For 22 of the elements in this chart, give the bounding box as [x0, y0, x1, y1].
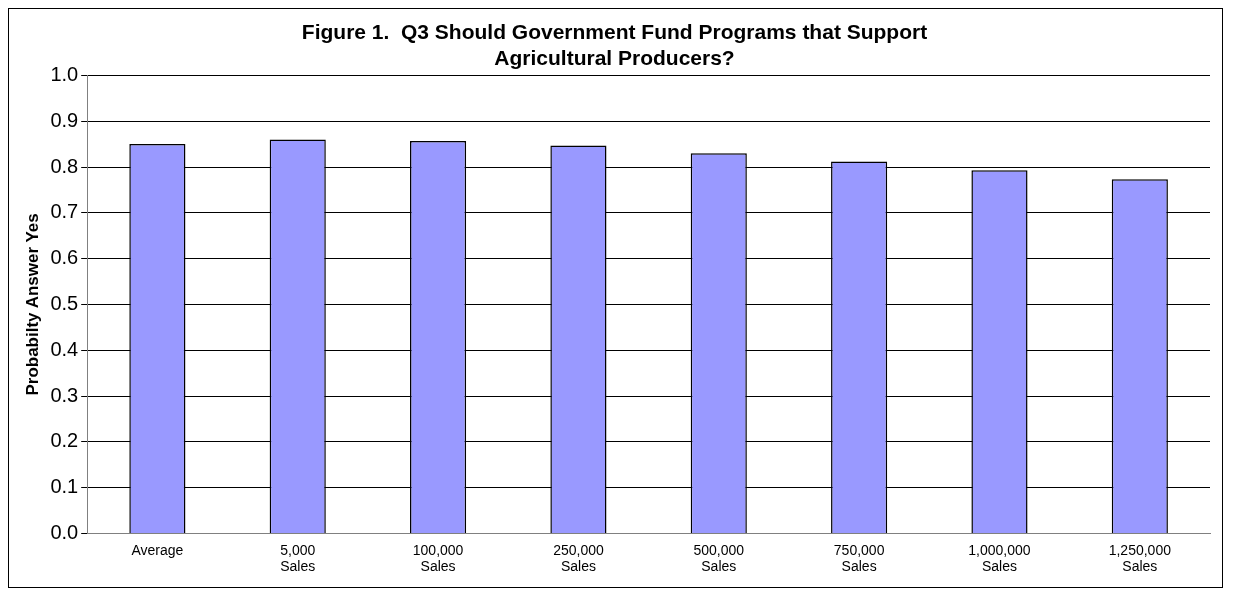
- x-tick-label: 100,000 Sales: [412, 541, 464, 575]
- y-tick-label: 0.0: [50, 520, 79, 543]
- text: Agricultural Producers?: [494, 45, 735, 69]
- x-tick-label: Average: [131, 541, 184, 558]
- x-tick-label: 1,000,000 Sales: [968, 541, 1031, 575]
- y-tick-label: 0.3: [50, 383, 79, 406]
- x-tick-label: 500,000 Sales: [693, 541, 745, 575]
- text: Figure 1. Q3 Should Government Fund Programs that Support: [301, 20, 928, 44]
- x-tick-label: 750,000 Sales: [833, 541, 885, 575]
- y-tick-label: 1.0: [50, 62, 79, 85]
- y-tick-label: 0.7: [50, 200, 79, 223]
- y-axis-title: Probabilty Answer Yes: [22, 213, 42, 396]
- y-tick-label: 0.4: [50, 337, 79, 360]
- y-tick-label: 0.2: [50, 429, 79, 452]
- x-tick-label: 250,000 Sales: [553, 541, 604, 575]
- y-tick-label: 0.8: [50, 154, 79, 177]
- y-tick-label: 0.1: [50, 475, 79, 498]
- y-tick-label: 0.6: [50, 246, 79, 269]
- x-tick-label: 1,250,000 Sales: [1108, 541, 1172, 575]
- y-tick-label: 0.9: [50, 108, 79, 131]
- x-tick-label: 5,000 Sales: [280, 541, 316, 575]
- y-tick-label: 0.5: [50, 291, 79, 314]
